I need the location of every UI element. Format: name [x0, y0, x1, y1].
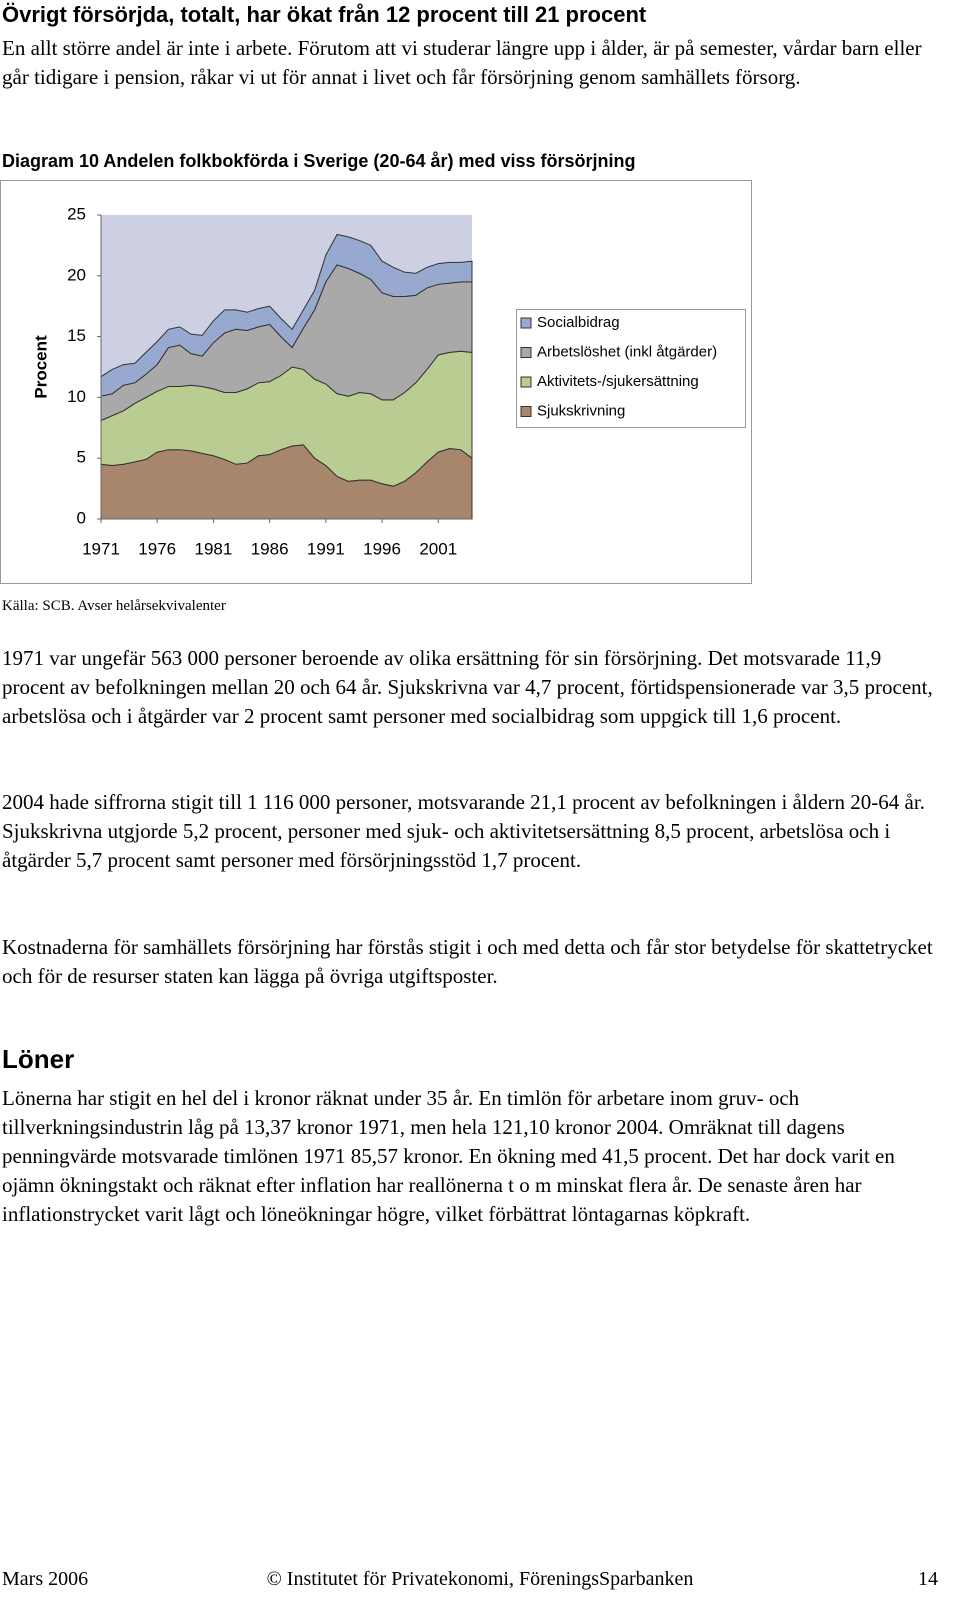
legend-swatch	[520, 317, 532, 329]
intro: En allt större andel är inte i arbete. F…	[2, 36, 922, 89]
legend-swatch	[520, 376, 532, 388]
footer-copyright: © Institutet för Privatekonomi, Förening…	[266, 1568, 694, 1590]
section-heading: Löner	[2, 1044, 75, 1074]
legend-label: Aktivitets-/sjukersättning	[537, 373, 699, 390]
x-tick-label: 2001	[419, 539, 457, 558]
legend-label: Sjukskrivning	[537, 402, 625, 419]
y-tick-label: 0	[77, 508, 86, 527]
legend-swatch	[520, 406, 532, 417]
heading: Övrigt försörjda, totalt, har ökat från …	[2, 2, 647, 27]
y-tick-label: 10	[67, 387, 86, 406]
chart-frame	[0, 180, 752, 584]
x-tick-label: 1981	[195, 539, 233, 558]
x-tick-label: 1971	[82, 539, 120, 558]
footer-date: Mars 2006	[2, 1568, 89, 1590]
y-tick-label: 25	[67, 204, 86, 223]
y-tick-label: 20	[67, 265, 86, 284]
footer-page: 14	[918, 1568, 938, 1590]
area	[100, 233, 473, 397]
y-axis-label: Procent	[31, 335, 50, 399]
x-tick-label: 1986	[251, 539, 289, 558]
x-tick-label: 1976	[138, 539, 176, 558]
legend-box	[516, 309, 746, 428]
paragraph: 2004 hade siffrorna stigit till 1 116 00…	[2, 790, 925, 872]
legend-swatch	[520, 347, 532, 358]
legend-label: Arbetslöshet (inkl åtgärder)	[537, 343, 717, 360]
paragraph: Kostnaderna för samhällets försörjning h…	[2, 935, 933, 988]
y-tick-label: 15	[67, 326, 86, 345]
legend-label: Socialbidrag	[537, 314, 620, 331]
source: Källa: SCB. Avser helårsekvivalenter	[2, 598, 226, 614]
y-tick-label: 5	[77, 448, 86, 467]
chart-title: Diagram 10 Andelen folkbokförda i Sverig…	[2, 151, 636, 171]
chart: Diagram 10 Andelen folkbokförda i Sverig…	[0, 151, 752, 584]
section-text: Lönerna har stigit en hel del i kronor r…	[2, 1086, 895, 1226]
paragraph: 1971 var ungefär 563 000 personer beroen…	[2, 646, 933, 728]
x-tick-label: 1996	[363, 539, 401, 558]
x-tick-label: 1991	[307, 539, 345, 558]
